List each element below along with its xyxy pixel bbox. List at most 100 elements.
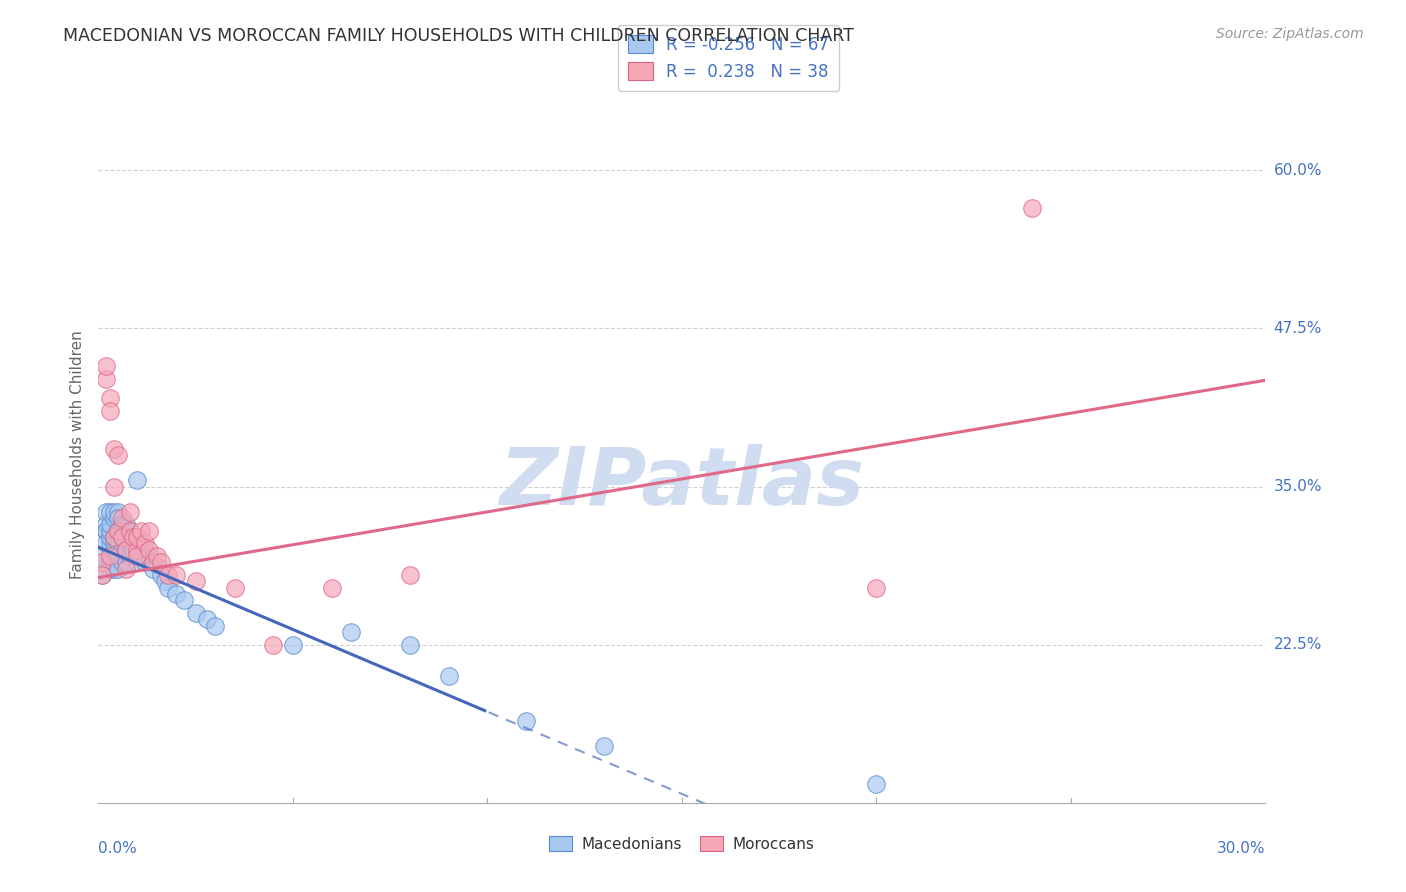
Point (98, 530, 121, 544)
Point (111, 542, 134, 557)
Point (118, 536, 141, 550)
Point (127, 549, 149, 563)
Point (103, 505, 125, 519)
Point (398, 568, 420, 582)
Text: 35.0%: 35.0% (1274, 479, 1322, 494)
Point (98, 517, 121, 532)
Point (153, 574, 176, 589)
Point (111, 517, 134, 532)
Point (127, 473, 149, 487)
Point (107, 524, 129, 538)
Point (91, 568, 114, 582)
Point (134, 556, 156, 570)
Point (262, 638, 284, 652)
Text: 0.0%: 0.0% (98, 841, 138, 856)
Point (96, 505, 118, 519)
Point (127, 556, 149, 570)
Point (114, 556, 136, 570)
Point (96, 359, 118, 374)
Point (98, 556, 121, 570)
Point (96, 372, 118, 386)
Point (96, 517, 118, 532)
Point (157, 568, 180, 582)
Point (142, 562, 165, 576)
Point (114, 530, 136, 544)
Point (118, 524, 141, 538)
Text: 47.5%: 47.5% (1274, 321, 1322, 336)
Point (340, 625, 363, 640)
Point (96, 524, 118, 538)
Point (146, 556, 169, 570)
Point (91, 556, 114, 570)
Point (165, 568, 187, 582)
Point (138, 542, 160, 557)
Point (281, 638, 304, 652)
Point (107, 448, 129, 462)
Point (149, 556, 172, 570)
Point (114, 542, 136, 557)
Point (111, 511, 134, 525)
Point (1021, 201, 1043, 215)
Point (114, 517, 136, 532)
Point (111, 530, 134, 544)
Point (111, 530, 134, 544)
Point (146, 549, 169, 563)
Point (103, 562, 125, 576)
Point (437, 669, 460, 683)
Point (107, 511, 129, 525)
Y-axis label: Family Households with Children: Family Households with Children (70, 331, 86, 579)
Point (98, 403, 121, 417)
Point (114, 542, 136, 557)
Point (127, 530, 149, 544)
Point (103, 479, 125, 493)
Point (107, 505, 129, 519)
Point (865, 777, 887, 791)
Point (107, 524, 129, 538)
Point (184, 574, 207, 589)
Point (127, 530, 149, 544)
Point (103, 442, 125, 456)
Point (122, 530, 145, 544)
Point (96, 524, 118, 538)
Point (98, 391, 121, 405)
Point (593, 739, 616, 753)
Point (184, 606, 207, 620)
Point (103, 511, 125, 525)
Text: MACEDONIAN VS MOROCCAN FAMILY HOUSEHOLDS WITH CHILDREN CORRELATION CHART: MACEDONIAN VS MOROCCAN FAMILY HOUSEHOLDS… (63, 27, 855, 45)
Point (515, 714, 537, 728)
Point (91, 556, 114, 570)
Point (865, 581, 887, 595)
Point (204, 618, 226, 632)
Point (134, 536, 156, 550)
Point (398, 638, 420, 652)
Point (142, 556, 165, 570)
Point (98, 524, 121, 538)
Text: Source: ZipAtlas.com: Source: ZipAtlas.com (1216, 27, 1364, 41)
Point (129, 524, 152, 538)
Point (321, 581, 343, 595)
Point (103, 530, 125, 544)
Point (129, 549, 152, 563)
Point (96, 536, 118, 550)
Point (98, 536, 121, 550)
Point (114, 562, 136, 576)
Point (149, 568, 172, 582)
Point (195, 612, 218, 626)
Text: 22.5%: 22.5% (1274, 637, 1322, 652)
Point (118, 549, 141, 563)
Point (103, 530, 125, 544)
Point (98, 562, 121, 576)
Point (111, 556, 134, 570)
Point (138, 549, 160, 563)
Point (107, 562, 129, 576)
Text: ZIPatlas: ZIPatlas (499, 443, 865, 522)
Point (122, 530, 145, 544)
Point (118, 524, 141, 538)
Point (134, 542, 156, 557)
Point (107, 549, 129, 563)
Point (118, 505, 141, 519)
Point (138, 524, 160, 538)
Point (107, 536, 129, 550)
Point (173, 593, 195, 607)
Point (129, 536, 152, 550)
